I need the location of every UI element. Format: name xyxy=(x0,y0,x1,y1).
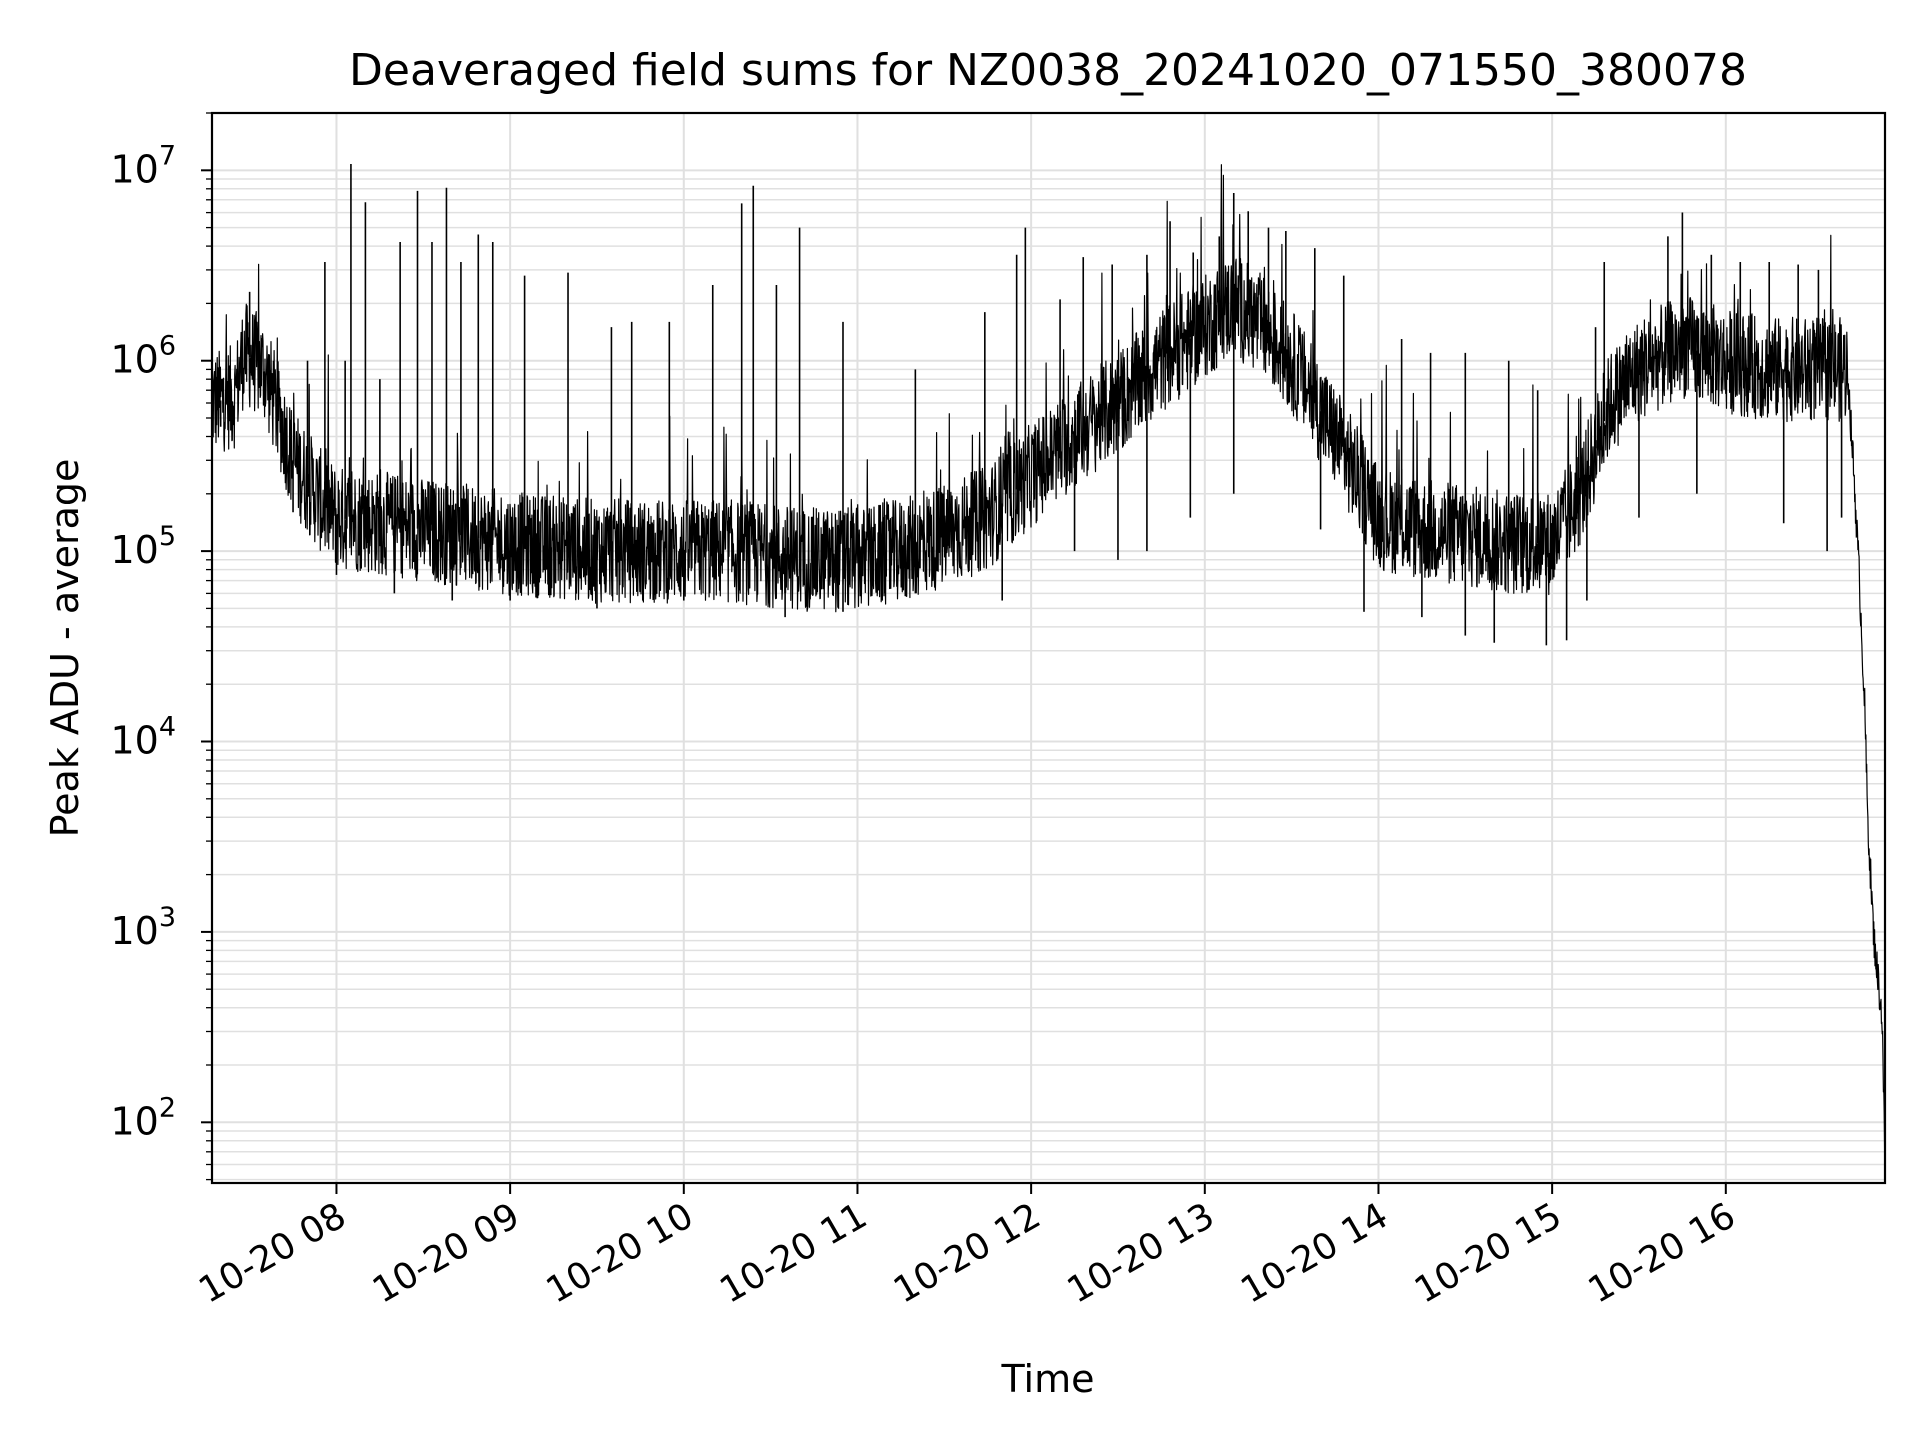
axes-frame xyxy=(210,111,1887,1185)
y-tick-label: 106 xyxy=(110,331,176,382)
series-line xyxy=(211,164,1886,1172)
y-tick-label: 105 xyxy=(110,521,176,572)
y-tick-label: 103 xyxy=(110,902,176,953)
x-axis-label: Time xyxy=(1001,1357,1095,1401)
y-tick-label: 102 xyxy=(110,1092,176,1143)
y-tick-label: 107 xyxy=(110,140,176,191)
chart-title: Deaveraged field sums for NZ0038_2024102… xyxy=(349,45,1747,96)
series-layer xyxy=(211,163,1886,1172)
plot-area xyxy=(212,113,1885,1183)
y-tick-label: 104 xyxy=(110,712,176,763)
grid xyxy=(212,112,1885,1183)
y-axis-label: Peak ADU - average xyxy=(43,459,87,838)
